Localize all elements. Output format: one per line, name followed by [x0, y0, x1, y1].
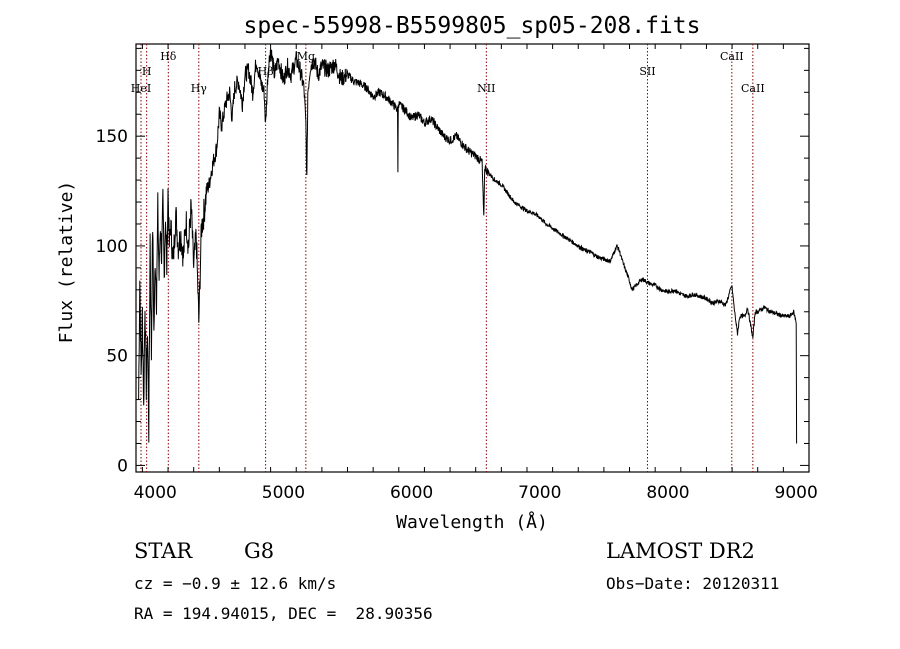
- spectrum-line: [138, 48, 798, 444]
- line-label: Mg: [297, 50, 315, 63]
- x-axis-label: Wavelength (Å): [396, 511, 548, 533]
- coordinates: RA = 194.94015, DEC = 28.90356: [134, 604, 433, 623]
- chart-title: spec-55998-B5599805_sp05-208.fits: [244, 13, 701, 39]
- x-tick-label: 4000: [134, 483, 177, 503]
- line-label: CaII: [720, 50, 744, 63]
- object-subclass: G8: [244, 539, 275, 563]
- y-axis-label: Flux (relative): [56, 181, 77, 344]
- line-label: CaII: [741, 82, 765, 95]
- object-type: STAR: [134, 539, 193, 563]
- x-tick-label: 5000: [262, 483, 305, 503]
- line-label: H: [142, 65, 152, 78]
- survey-name: LAMOST DR2: [606, 539, 755, 563]
- x-tick-label: 7000: [518, 483, 561, 503]
- line-label: SII: [639, 65, 655, 78]
- spectral-line-labels: HeI H Hδ Hγ Hβ Mg NII SII CaII CaII: [131, 50, 765, 95]
- y-tick-label: 0: [117, 456, 128, 476]
- x-axis: 4000 5000 6000 7000 8000 9000: [134, 44, 818, 503]
- line-label: HeI: [131, 82, 151, 95]
- x-tick-label: 9000: [775, 483, 818, 503]
- line-label: NII: [477, 82, 495, 95]
- plot-frame: [135, 43, 810, 473]
- y-tick-label: 100: [96, 237, 128, 257]
- redshift-cz: cz = −0.9 ± 12.6 km/s: [134, 574, 337, 593]
- obs-date: Obs−Date: 20120311: [606, 574, 780, 593]
- y-axis: 0 50 100 150: [96, 47, 809, 476]
- line-label: Hβ: [258, 65, 274, 78]
- x-tick-label: 6000: [390, 483, 433, 503]
- x-tick-label: 8000: [646, 483, 689, 503]
- y-tick-label: 50: [106, 347, 128, 367]
- line-label: Hγ: [191, 82, 208, 95]
- y-tick-label: 150: [96, 127, 128, 147]
- spectral-line-markers: [140, 44, 754, 472]
- line-label: Hδ: [160, 50, 177, 63]
